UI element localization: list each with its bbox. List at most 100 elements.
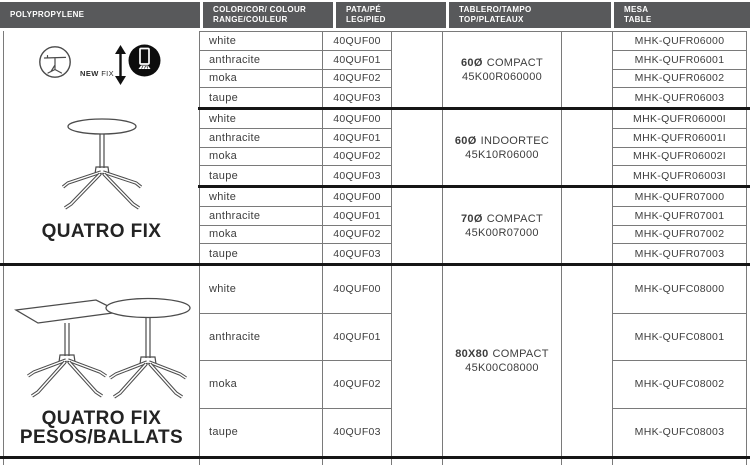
table-code-cell: MHK-QUFR06000I: [613, 110, 747, 129]
color-name: white: [209, 34, 237, 47]
table-code-cell: MHK-QUFR06002: [613, 69, 747, 89]
leg-code-cell: 40QUF01: [323, 50, 392, 70]
spec-group-60-compact: white 40QUF00 MHK-QUFR06000 anthracite 4…: [200, 31, 747, 107]
header-col-top: TABLERO/TAMPO TOP/PLATEAUX: [449, 2, 611, 28]
color-name: moka: [209, 150, 238, 163]
table-code: MHK-QUFR07000: [634, 190, 725, 203]
updown-arrow-icon: [114, 45, 127, 85]
leg-code-cell: 40QUF03: [323, 88, 392, 107]
header-col-table: MESA TABLE: [614, 2, 750, 28]
leg-code-cell: 40QUF00: [323, 110, 392, 129]
leg-code-cell: 40QUF00: [323, 32, 392, 51]
leg-code-cell: 40QUF02: [323, 69, 392, 89]
spacer-cell: [392, 266, 443, 456]
leg-code: 40QUF03: [333, 247, 381, 260]
color-cell: anthracite: [200, 313, 323, 361]
top-spec-line: 60Ø COMPACT: [461, 56, 543, 70]
leg-code-cell: 40QUF02: [323, 147, 392, 167]
table-code: MHK-QUFR07001: [634, 209, 725, 222]
color-name: taupe: [209, 169, 239, 182]
table-code: MHK-QUFR06002I: [633, 150, 726, 163]
leg-code: 40QUF02: [333, 72, 381, 85]
leg-code: 40QUF03: [333, 169, 381, 182]
color-cell: white: [200, 110, 323, 129]
color-name: taupe: [209, 426, 239, 439]
color-name: taupe: [209, 247, 239, 260]
section-separator: [0, 263, 750, 266]
header-label: PATA/PÉ: [346, 5, 381, 14]
color-name: moka: [209, 72, 238, 85]
table-code: MHK-QUFR07002: [634, 228, 725, 241]
spacer-cell: [562, 266, 613, 456]
table-code-cell: MHK-QUFR06000: [613, 32, 747, 51]
product-cell-quatro-fix: NEW FIX: [3, 31, 200, 263]
header-label: POLYPROPYLENE: [10, 10, 85, 19]
top-code: 45K10R06000: [465, 148, 539, 161]
leg-code-cell: 40QUF01: [323, 128, 392, 148]
table-code-cell: MHK-QUFR06002I: [613, 147, 747, 167]
color-cell: taupe: [200, 88, 323, 107]
leg-code-cell: 40QUF01: [323, 313, 392, 361]
color-cell: taupe: [200, 166, 323, 185]
top-size: 80X80: [455, 348, 489, 360]
top-spec-line: 60Ø INDOORTEC: [455, 134, 549, 148]
header-label: TOP/PLATEAUX: [459, 15, 524, 24]
top-spec-cell: 60Ø COMPACT 45K00R060000: [443, 32, 562, 107]
top-size: 70Ø: [461, 212, 483, 225]
color-name: moka: [209, 378, 238, 391]
top-spec-cell: 80X80 COMPACT 45K00C08000: [443, 266, 562, 456]
table-code: MHK-QUFR06003: [634, 91, 725, 104]
table-code-cell: MHK-QUFC08002: [613, 361, 747, 409]
color-cell: white: [200, 188, 323, 207]
fix-label: FIX: [101, 69, 115, 78]
leg-code: 40QUF02: [333, 228, 381, 241]
group-separator: [198, 185, 750, 188]
color-cell: moka: [200, 225, 323, 245]
product-name-line1: QUATRO FIX: [41, 408, 162, 429]
new-fix-label: NEW FIX: [80, 69, 114, 78]
product-name: QUATRO FIX: [41, 221, 162, 242]
color-cell: anthracite: [200, 128, 323, 148]
leg-code: 40QUF00: [333, 34, 381, 47]
square-round-tables-illustration: [10, 286, 195, 408]
color-cell: taupe: [200, 408, 323, 456]
top-type: COMPACT: [486, 212, 543, 225]
product-cell-quatro-fix-pesos: QUATRO FIX PESOS/BALLATS: [3, 266, 200, 456]
leg-code: 40QUF03: [333, 91, 381, 104]
spacer-cell: [392, 110, 443, 185]
color-name: white: [209, 283, 237, 296]
header-label: COLOR/COR/ COLOUR: [213, 5, 307, 14]
table-code: MHK-QUFC08002: [634, 378, 725, 391]
leg-code: 40QUF01: [333, 209, 381, 222]
flip-top-table-icon: [128, 44, 161, 77]
leg-code-cell: 40QUF03: [323, 166, 392, 185]
table-code-cell: MHK-QUFC08000: [613, 266, 747, 314]
leg-code-cell: 40QUF03: [323, 408, 392, 456]
spec-group-80x80-compact: white 40QUF00 MHK-QUFC08000 anthracite 4…: [200, 266, 747, 456]
group-separator: [198, 107, 750, 110]
color-name: white: [209, 112, 237, 125]
top-type: COMPACT: [492, 348, 549, 360]
leg-code-cell: 40QUF00: [323, 266, 392, 314]
leg-code: 40QUF00: [333, 190, 381, 203]
color-name: white: [209, 190, 237, 203]
leg-code: 40QUF01: [333, 53, 381, 66]
spec-group-70-compact: white 40QUF00 MHK-QUFR07000 anthracite 4…: [200, 188, 747, 263]
table-code-cell: MHK-QUFR06003: [613, 88, 747, 107]
spacer-cell: [562, 188, 613, 263]
header-col-polypropylene: POLYPROPYLENE: [0, 2, 200, 28]
table-code: MHK-QUFR06003I: [633, 169, 726, 182]
table-code-cell: MHK-QUFR07001: [613, 206, 747, 226]
leg-code-cell: 40QUF02: [323, 225, 392, 245]
color-cell: white: [200, 266, 323, 314]
table-code-cell: MHK-QUFR06003I: [613, 166, 747, 185]
table-code: MHK-QUFC08001: [634, 330, 725, 343]
color-cell: white: [200, 32, 323, 51]
spacer-cell: [392, 188, 443, 263]
top-code: 45K00C08000: [465, 362, 539, 374]
top-spec-cell: 60Ø INDOORTEC 45K10R06000: [443, 110, 562, 185]
leg-code-cell: 40QUF03: [323, 244, 392, 263]
leg-code: 40QUF01: [333, 330, 381, 343]
spec-group-60-indoortec: white 40QUF00 MHK-QUFR06000I anthracite …: [200, 110, 747, 185]
